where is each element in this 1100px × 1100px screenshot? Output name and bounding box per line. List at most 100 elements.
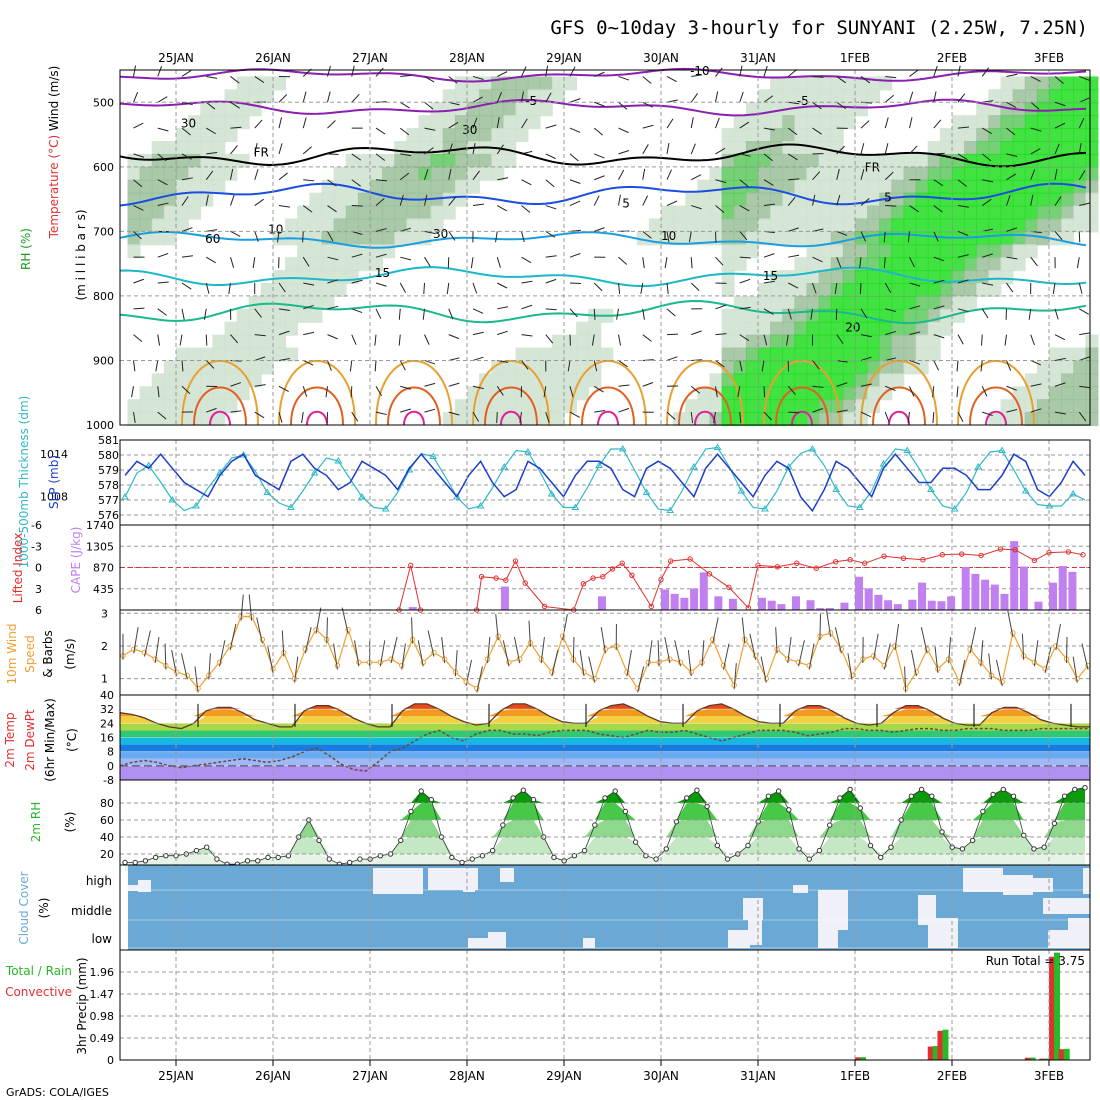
rh-shade-cell xyxy=(273,334,286,349)
rh-shade-cell xyxy=(1061,205,1075,220)
isotherm-line xyxy=(119,266,1087,288)
wind-barb xyxy=(933,179,944,187)
rh-shade-cell xyxy=(927,257,941,272)
rh-shade-cell xyxy=(721,141,735,155)
wind-barb xyxy=(302,117,307,129)
thick-ytick: 577 xyxy=(98,494,119,507)
rh-shade-cell xyxy=(503,115,517,130)
wind-barb xyxy=(1079,202,1091,207)
wind-barb xyxy=(1054,334,1066,341)
wind-barb xyxy=(788,227,799,232)
wind-barb xyxy=(1079,332,1091,336)
rh-shade-cell xyxy=(224,128,238,143)
rh-shade-cell xyxy=(709,399,723,414)
rh-point xyxy=(765,793,772,799)
rh-shade-cell xyxy=(1000,270,1014,285)
rh-shade-cell xyxy=(454,412,468,427)
rh-shade-cell xyxy=(927,231,941,246)
rh-shade-cell xyxy=(782,141,796,155)
rh-shade-cell xyxy=(345,153,359,168)
wind-barb xyxy=(399,172,410,181)
date-label-top: 3FEB xyxy=(1034,51,1064,65)
wind-barb xyxy=(230,230,241,237)
rh-shade-cell xyxy=(915,179,929,194)
rh-shade-cell xyxy=(479,373,493,388)
rh-shade-cell xyxy=(260,89,274,104)
wind-barb xyxy=(1006,73,1018,77)
wind-barb xyxy=(836,409,848,413)
wind-barb xyxy=(375,228,387,232)
wind10-barb xyxy=(333,643,338,670)
wind-barb xyxy=(688,231,692,243)
rh-shade-cell xyxy=(891,257,905,272)
rh-shade-cell xyxy=(418,179,432,194)
rh-shade-cell xyxy=(467,76,480,91)
wind-barb xyxy=(157,202,169,207)
wind-barb xyxy=(448,382,460,387)
wind-barb xyxy=(131,386,134,398)
rh-shade-cell xyxy=(745,334,759,349)
wind-barb xyxy=(593,308,596,320)
rh-shade-cell xyxy=(491,360,505,375)
wind-barb xyxy=(472,203,484,207)
cape-bar xyxy=(690,588,699,610)
rh-shade-cell xyxy=(212,334,226,349)
rh-shade-cell xyxy=(988,89,1002,104)
rh-shade-cell xyxy=(709,179,723,194)
wind-barb xyxy=(713,412,716,424)
rh-shade-cell xyxy=(1024,412,1038,427)
wind-barb xyxy=(1079,97,1090,103)
wind-barb xyxy=(424,230,436,235)
rh-shade-cell xyxy=(236,386,250,401)
wind-barb xyxy=(254,198,265,206)
rh-shade-cell xyxy=(794,153,808,168)
wind-barb xyxy=(351,93,360,103)
wind-barb xyxy=(666,356,678,361)
rh-shade-cell xyxy=(309,283,323,297)
rh-shade-cell xyxy=(248,360,262,375)
thickness-point xyxy=(121,493,129,500)
rh-shade-cell xyxy=(988,141,1002,155)
rh-shade-cell xyxy=(903,334,917,349)
rh-shade-cell xyxy=(952,308,965,323)
rh-ytick: 80 xyxy=(100,797,114,810)
wind-barb xyxy=(666,142,670,154)
wind-barb xyxy=(933,279,945,284)
rh-shade-cell xyxy=(127,412,141,427)
wind10-barb xyxy=(572,637,575,664)
rh-shade-cell xyxy=(333,179,347,194)
contour-label: 30 xyxy=(462,123,477,137)
rh-shade-cell xyxy=(915,321,929,336)
rh-shade-cell xyxy=(1012,141,1026,155)
wind10-barb xyxy=(733,663,737,690)
rh-shade-cell xyxy=(539,89,553,104)
rh-shade-cell xyxy=(1073,192,1087,207)
cloud-row-label: high xyxy=(86,874,112,888)
rh-shade-cell xyxy=(394,179,408,194)
wind10-barb xyxy=(674,640,682,667)
wind-barb xyxy=(374,334,377,346)
rh-point xyxy=(398,837,404,844)
wind-barb xyxy=(690,143,696,155)
wind-barb xyxy=(1006,282,1014,293)
rh-shade-cell xyxy=(661,231,674,246)
wind-barb xyxy=(254,334,266,337)
rh-shade-cell xyxy=(697,218,711,233)
rh-shade-cell xyxy=(357,153,371,168)
thickness-point xyxy=(879,460,888,467)
rh-shade-cell xyxy=(1036,128,1050,143)
wind-barb xyxy=(545,153,556,160)
wind-barb xyxy=(812,75,824,78)
rh-point xyxy=(1082,785,1088,791)
rh-point xyxy=(1000,786,1006,793)
rh-shade-cell xyxy=(1000,153,1014,168)
rh-shade-cell xyxy=(733,153,747,168)
rh-shade-cell xyxy=(915,218,929,233)
rh-shade-cell xyxy=(842,321,856,336)
wind10-barb xyxy=(315,607,322,634)
wind-barb xyxy=(400,153,412,157)
thickness-point xyxy=(310,469,319,476)
wind-barb xyxy=(496,257,501,268)
rh-shade-cell xyxy=(745,386,759,401)
rh-shade-cell xyxy=(188,205,202,220)
